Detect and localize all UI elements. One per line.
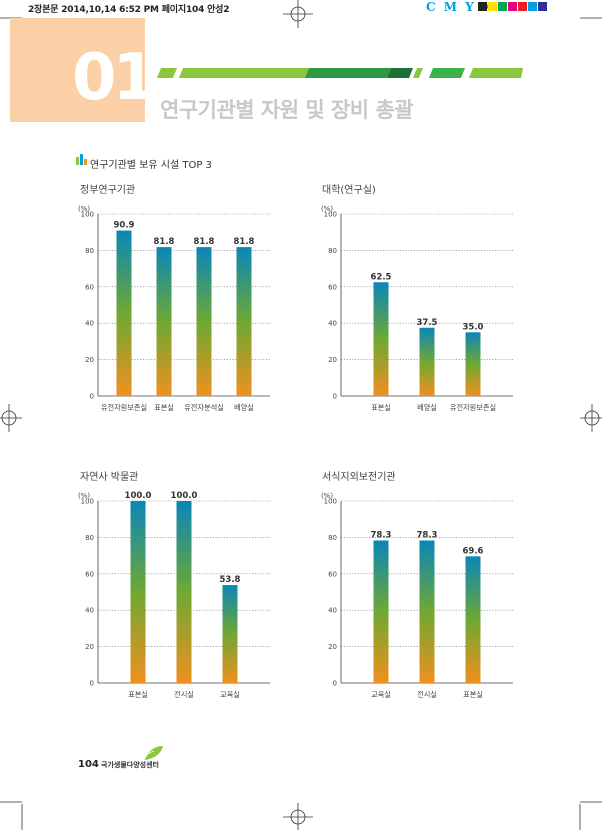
y-tick-label: 0	[333, 393, 337, 401]
y-axis-unit: (%)	[78, 492, 90, 500]
y-tick-label: 0	[90, 393, 94, 401]
chart-government: (%) 0 20 40 60 80 100 90.9 유전자원보존실 81.8 표본실 81.8 유전자…	[78, 205, 270, 412]
y-tick-label: 40	[328, 607, 337, 615]
swatch-green	[498, 2, 507, 11]
y-tick-label: 80	[328, 247, 337, 255]
x-tick-label: 표본실	[371, 403, 391, 412]
y-tick-label: 0	[333, 680, 337, 688]
y-tick-label: 40	[328, 320, 337, 328]
y-axis-unit: (%)	[321, 492, 333, 500]
color-swatches	[478, 0, 548, 12]
data-label: 37.5	[417, 318, 438, 328]
y-tick-label: 60	[328, 283, 337, 291]
swatch-blue	[538, 2, 547, 11]
y-tick-label: 60	[85, 570, 94, 578]
chart-title-ex-situ: 서식지외보전기관	[322, 472, 396, 483]
bar	[116, 230, 132, 396]
x-tick-label: 배양실	[417, 403, 437, 412]
bar	[419, 327, 435, 396]
bar	[156, 247, 172, 396]
chart-title-university: 대학(연구실)	[322, 185, 376, 196]
data-label: 35.0	[463, 322, 484, 332]
page-number: 104	[78, 759, 99, 770]
y-tick-label: 100	[81, 498, 94, 506]
bar	[465, 332, 481, 396]
chapter-number-box	[10, 18, 145, 122]
y-tick-label: 60	[328, 570, 337, 578]
footer-org-name: 국가생물다양성센터	[101, 761, 159, 769]
y-tick-label: 100	[324, 211, 337, 219]
x-tick-label: 유전자원보존실	[101, 403, 147, 412]
y-tick-label: 20	[328, 643, 337, 651]
y-tick-label: 80	[328, 534, 337, 542]
y-axis-unit: (%)	[321, 205, 333, 213]
y-tick-label: 20	[85, 356, 94, 364]
x-tick-label: 표본실	[128, 690, 148, 699]
bar	[196, 247, 212, 396]
bar	[419, 540, 435, 683]
x-tick-label: 전시실	[174, 690, 194, 699]
data-label: 90.9	[114, 221, 135, 231]
x-tick-label: 유전자원보존실	[450, 403, 496, 412]
cmyk-label: C M Y K	[426, 0, 494, 14]
chart-ex-situ: (%) 0 20 40 60 80 100 78.3 교육실 78.3 전시실 69.6 표본실	[321, 492, 513, 699]
y-tick-label: 20	[85, 643, 94, 651]
bar	[222, 585, 238, 683]
data-label: 100.0	[125, 491, 152, 501]
x-tick-label: 배양실	[234, 403, 254, 412]
y-tick-label: 100	[324, 498, 337, 506]
bar	[465, 556, 481, 683]
x-tick-label: 표본실	[154, 403, 174, 412]
y-tick-label: 0	[90, 680, 94, 688]
leaf-logo-icon	[143, 746, 163, 761]
data-label: 69.6	[463, 546, 484, 556]
x-tick-label: 교육실	[371, 690, 391, 699]
data-label: 81.8	[154, 237, 175, 247]
data-label: 100.0	[171, 491, 198, 501]
bar	[176, 501, 192, 683]
bar	[130, 501, 146, 683]
data-label: 78.3	[417, 530, 438, 540]
swatch-red	[518, 2, 527, 11]
swatch-black	[478, 2, 487, 11]
print-info: 2장본문 2014,10,14 6:52 PM 페이지104 안성2	[28, 5, 230, 15]
y-axis-unit: (%)	[78, 205, 90, 213]
x-tick-label: 유전자분석실	[184, 403, 224, 412]
chart-university: (%) 0 20 40 60 80 100 62.5 표본실 37.5 배양실 35.0 유전자원보존실	[321, 205, 513, 412]
data-label: 81.8	[234, 237, 255, 247]
y-tick-label: 40	[85, 607, 94, 615]
y-tick-label: 80	[85, 247, 94, 255]
chart-museum: (%) 0 20 40 60 80 100 100.0 표본실 100.0 전시실 53.8 교육실	[78, 491, 270, 699]
y-tick-label: 80	[85, 534, 94, 542]
y-tick-label: 20	[328, 356, 337, 364]
chapter-title: 연구기관별 자원 및 장비 총괄	[160, 98, 414, 122]
data-label: 62.5	[371, 272, 392, 282]
data-label: 53.8	[220, 575, 241, 585]
chapter-stripes	[157, 68, 523, 78]
section-title: 연구기관별 보유 시설 TOP 3	[90, 160, 212, 171]
chapter-number: 01	[72, 41, 157, 115]
x-tick-label: 표본실	[463, 690, 483, 699]
y-tick-label: 60	[85, 283, 94, 291]
bar	[373, 540, 389, 683]
bar-chart-icon	[76, 154, 87, 165]
bar	[373, 282, 389, 396]
x-tick-label: 교육실	[220, 690, 240, 699]
cmyk-text: C M Y K	[426, 0, 495, 14]
y-tick-label: 40	[85, 320, 94, 328]
x-tick-label: 전시실	[417, 690, 437, 699]
swatch-yellow	[488, 2, 497, 11]
chart-title-government: 정부연구기관	[80, 185, 136, 196]
chart-title-museum: 자연사 박물관	[80, 472, 139, 483]
data-label: 78.3	[371, 530, 392, 540]
y-tick-label: 100	[81, 211, 94, 219]
bar	[236, 247, 252, 396]
swatch-magenta	[508, 2, 517, 11]
swatch-cyan	[528, 2, 537, 11]
data-label: 81.8	[194, 237, 215, 247]
